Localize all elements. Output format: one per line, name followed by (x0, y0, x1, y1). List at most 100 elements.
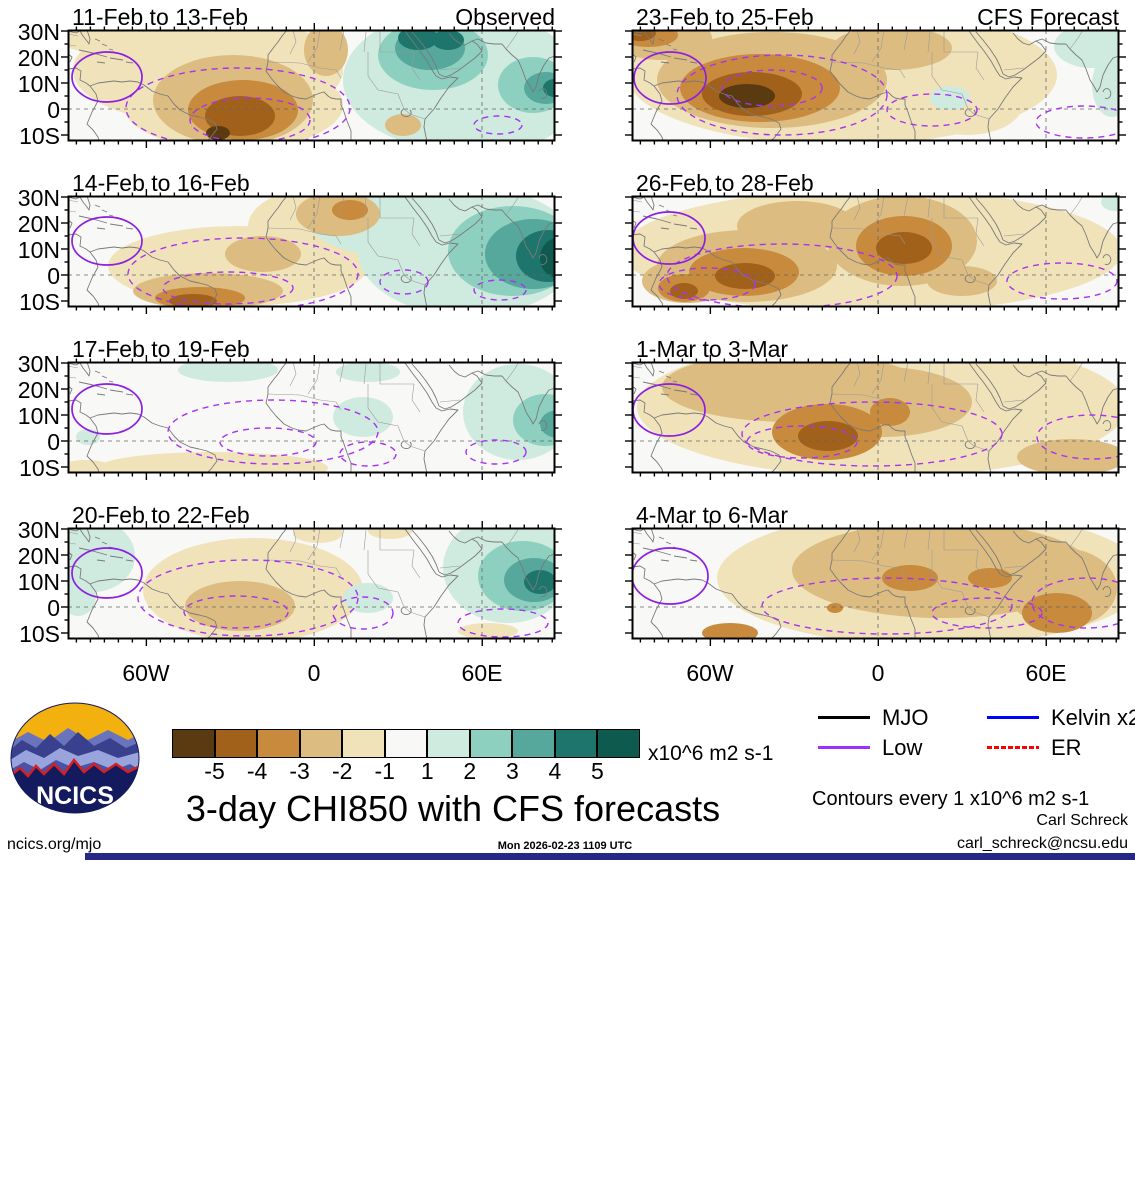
site-url[interactable]: ncics.org/mjo (7, 836, 102, 853)
low-contour-solid (71, 547, 143, 599)
figure-title: 3-day CHI850 with CFS forecasts (185, 788, 721, 829)
legend-label: Low (882, 735, 923, 760)
lat-tick-label: 30N (17, 351, 60, 377)
lon-tick-label: 60E (461, 660, 503, 686)
mjo-chi850-figure: { "chart_data": { "type": "heatmap", "ti… (7, 4, 1135, 860)
lon-tick-label: 60W (122, 660, 170, 686)
ncics-logo: NCICS (10, 702, 140, 814)
anomaly-fill-blobs (637, 362, 1119, 473)
colorbar-tick-label: 1 (420, 758, 434, 784)
colorbar-cell (257, 729, 300, 758)
country-borders (68, 362, 520, 452)
colorbar-cell (597, 729, 640, 758)
map-content (68, 528, 555, 639)
logo-rim (10, 702, 140, 814)
lat-tick-label: 10N (17, 403, 60, 429)
colorbar-cell (512, 729, 555, 758)
lat-lon-gridlines (632, 362, 1119, 473)
lat-tick-label: 30N (17, 185, 60, 211)
map-panel-2 (61, 189, 562, 314)
low-contour-solid (71, 216, 143, 266)
bottom-bar (85, 853, 1135, 860)
coastlines (632, 30, 1119, 141)
colorbar (172, 729, 640, 758)
colorbar-cell (554, 729, 598, 758)
lon-tick-label: 60W (686, 660, 734, 686)
panel-title: 17-Feb to 19-Feb (72, 336, 250, 362)
lat-tick-label: 10N (17, 569, 60, 595)
author-credit: Carl Schreck (1036, 812, 1128, 829)
panel-title: 26-Feb to 28-Feb (636, 170, 814, 196)
low-contour-dashed (761, 577, 1119, 635)
contours-note: Contours every 1 x10^6 m2 s-1 (812, 788, 1090, 810)
panel-title: 20-Feb to 22-Feb (72, 502, 250, 528)
axis-ticks (625, 189, 1126, 314)
panel-title: 4-Mar to 6-Mar (636, 502, 789, 528)
coastlines (632, 362, 1119, 473)
coastlines (68, 196, 555, 307)
country-borders (632, 362, 1084, 452)
legend-label: MJO (882, 705, 929, 730)
anomaly-fill-blobs (702, 528, 1119, 639)
panel-corner-label: Observed (455, 4, 555, 30)
colorbar-tick-label: -3 (289, 758, 310, 784)
logo-text: NCICS (36, 782, 114, 810)
lon-tick-label: 0 (871, 660, 885, 686)
colorbar-tick-label: 2 (463, 758, 477, 784)
legend-line-mjo (818, 716, 870, 719)
coastlines (632, 196, 1119, 307)
lat-tick-label: 20N (17, 45, 60, 71)
lon-tick-label: 0 (307, 660, 321, 686)
legend-line-low (818, 746, 870, 749)
axis-ticks (625, 23, 1126, 148)
lat-tick-label: 10S (19, 455, 60, 481)
panel-title: 11-Feb to 13-Feb (72, 4, 249, 30)
lat-lon-gridlines (68, 196, 555, 307)
lat-lon-gridlines (68, 528, 555, 639)
map-panel-7 (625, 355, 1126, 480)
low-contour-dashed (127, 237, 527, 307)
legend-line-kelvin-x2 (987, 716, 1039, 719)
map-panel-8 (625, 521, 1126, 646)
anomaly-fill-blobs (68, 30, 555, 141)
map-frame (631, 361, 1120, 474)
coastlines (632, 528, 1119, 639)
axis-ticks (625, 355, 1126, 480)
map-panel-6 (625, 189, 1126, 314)
author-email[interactable]: carl_schreck@ncsu.edu (957, 835, 1128, 852)
anomaly-fill-blobs (632, 30, 1119, 141)
axis-ticks (61, 521, 562, 646)
low-contour-solid (632, 547, 709, 605)
map-frame (631, 29, 1120, 142)
low-contour-dashed (125, 67, 523, 141)
low-contour-solid (71, 383, 143, 435)
axis-ticks (61, 355, 562, 480)
lat-tick-label: 10S (19, 289, 60, 315)
lat-tick-label: 0 (47, 429, 60, 455)
low-contour-dashed (676, 54, 1119, 139)
anomaly-fill-blobs (108, 196, 555, 307)
low-contour-dashed (741, 401, 1119, 467)
panel-title: 1-Mar to 3-Mar (636, 336, 789, 362)
lat-tick-label: 0 (47, 263, 60, 289)
lat-tick-label: 10N (17, 237, 60, 263)
axis-ticks (625, 521, 1126, 646)
map-frame (67, 195, 556, 308)
colorbar-tick-label: -4 (246, 758, 268, 784)
axis-ticks (61, 23, 562, 148)
axis-ticks (61, 189, 562, 314)
map-content (68, 30, 555, 141)
lat-lon-gridlines (68, 362, 555, 473)
map-panel-5 (625, 23, 1126, 148)
country-borders (68, 30, 520, 120)
panel-corner-label: CFS Forecast (977, 4, 1119, 30)
lat-lon-gridlines (632, 528, 1119, 639)
map-panel-4 (61, 521, 562, 646)
map-panel-3 (61, 355, 562, 480)
colorbar-cell (172, 729, 215, 758)
lat-tick-label: 10S (19, 123, 60, 149)
lat-tick-label: 0 (47, 595, 60, 621)
map-frame (67, 361, 556, 474)
lat-tick-label: 20N (17, 543, 60, 569)
